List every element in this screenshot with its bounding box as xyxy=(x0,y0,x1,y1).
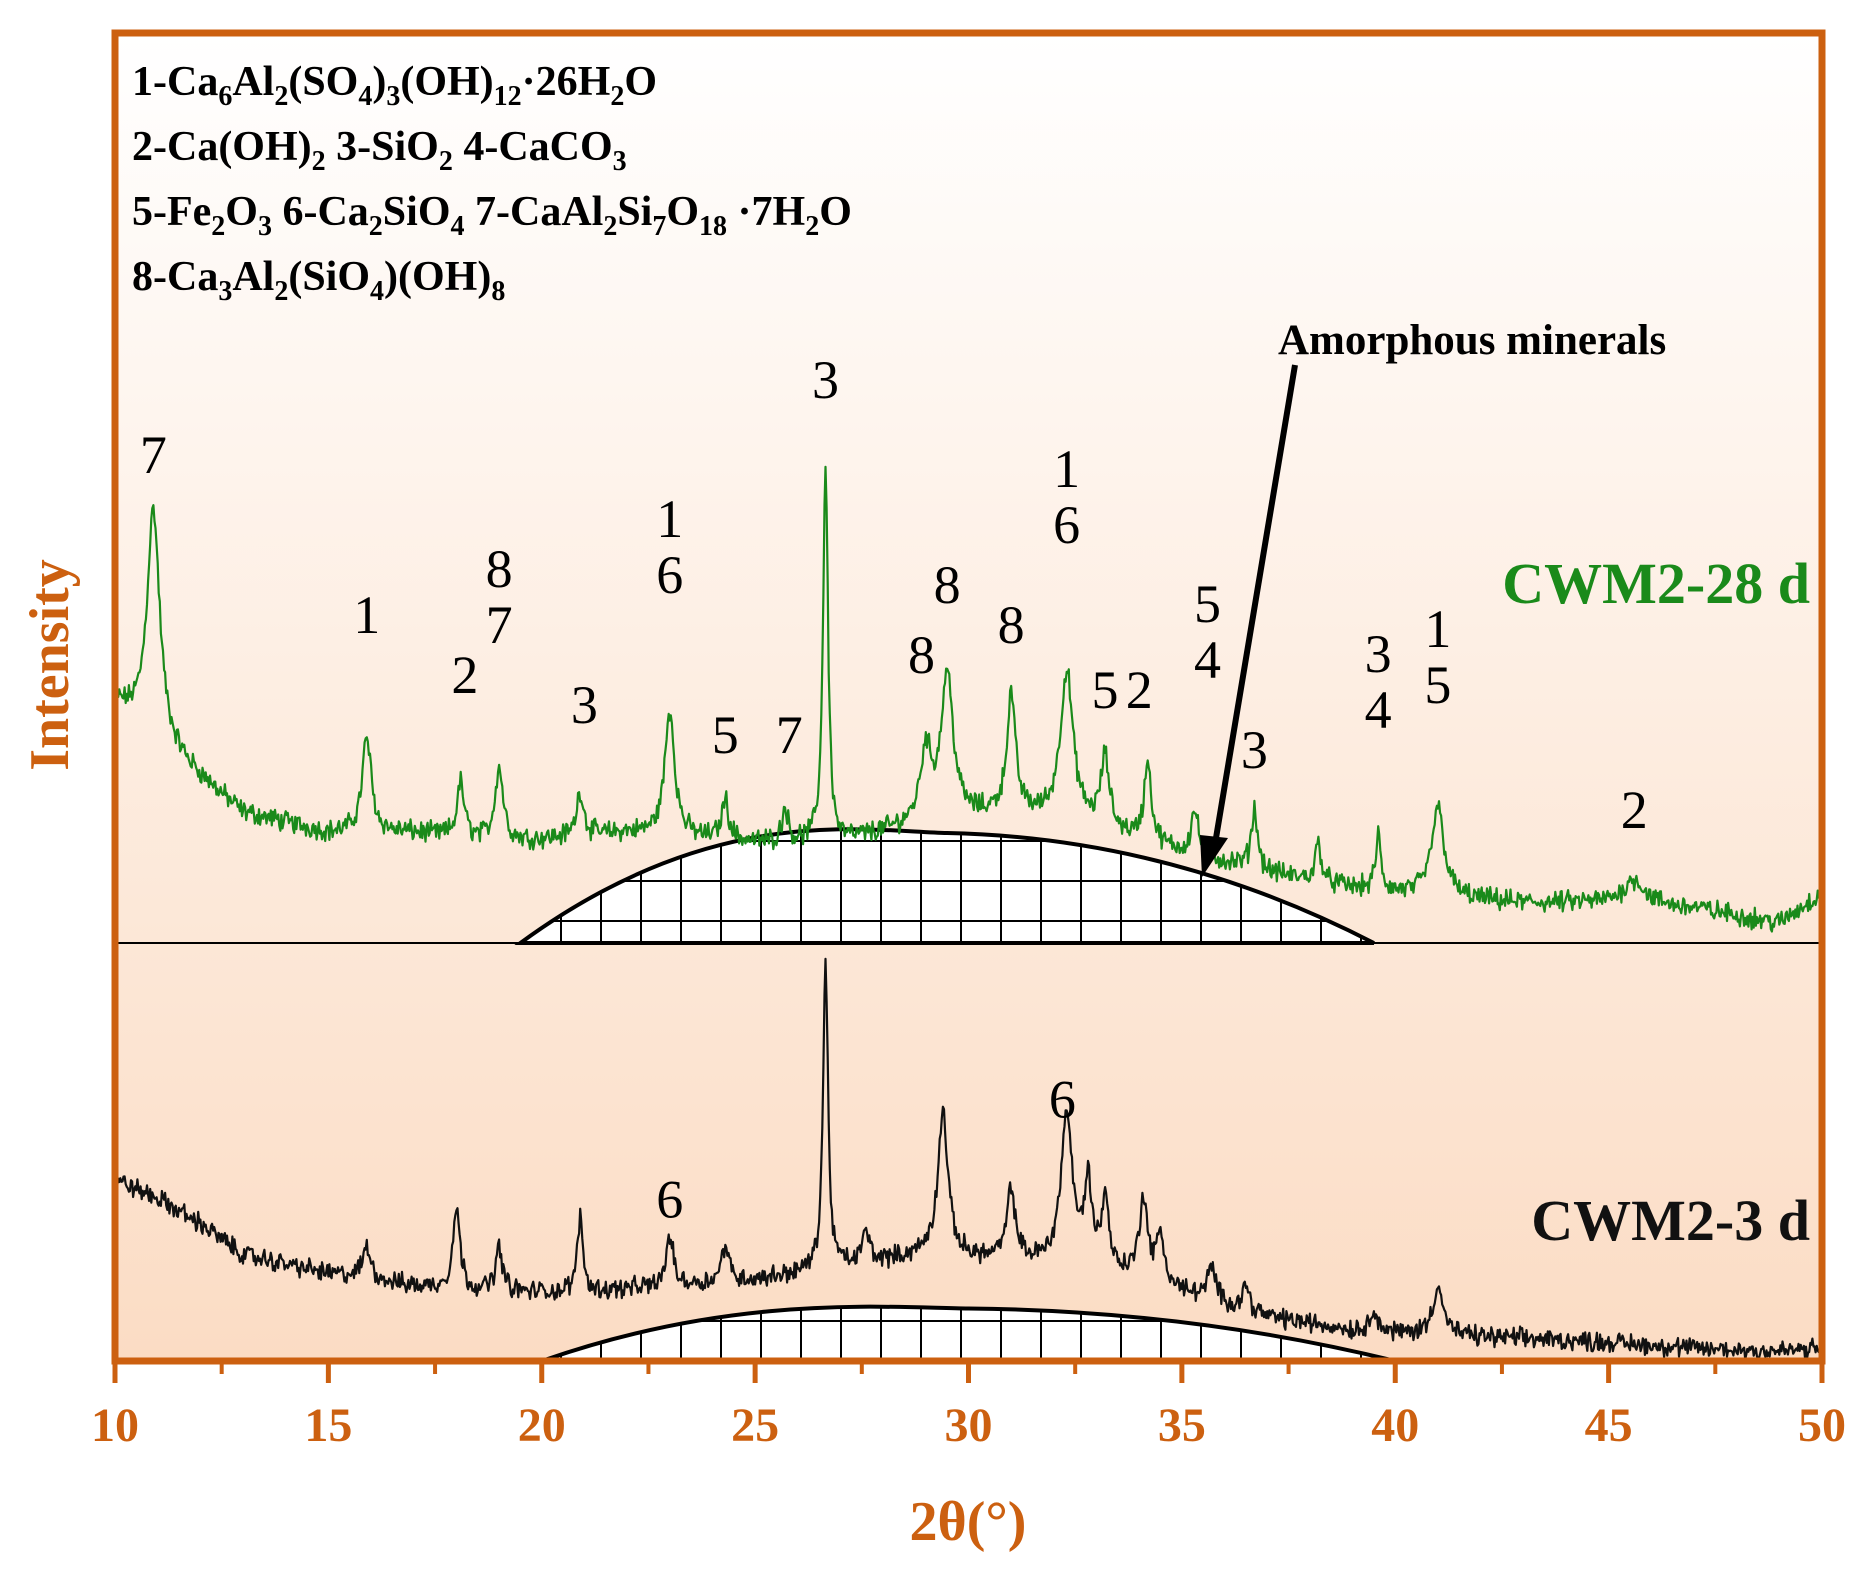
peak-label-text: 7 xyxy=(486,595,513,655)
x-tick-label: 20 xyxy=(518,1399,566,1452)
peak-label-28d: 3 xyxy=(571,675,598,735)
peak-label-text: 2 xyxy=(1621,780,1648,840)
series-label-3d: CWM2-3 d xyxy=(1531,1188,1810,1253)
peak-label-text: 3 xyxy=(812,350,839,410)
xrd-trace-3d xyxy=(115,957,1822,1361)
peak-label-text: 4 xyxy=(1194,630,1221,690)
peak-label-28d: 54 xyxy=(1194,574,1221,690)
peak-label-text: 5 xyxy=(1194,574,1221,634)
peak-label-text: 8 xyxy=(998,595,1025,655)
peak-label-28d: 3 xyxy=(1241,720,1268,780)
amorphous-annotation: Amorphous minerals xyxy=(1278,317,1666,364)
plot-background xyxy=(115,33,1822,1361)
peak-label-text: 8 xyxy=(934,555,961,615)
peak-label-28d: 2 xyxy=(1126,660,1153,720)
peak-label-3d: 6 xyxy=(1049,1069,1076,1129)
peak-label-text: 6 xyxy=(656,545,683,605)
peak-label-28d: 8 xyxy=(998,595,1025,655)
peak-label-text: 5 xyxy=(1092,660,1119,720)
peak-label-text: 3 xyxy=(571,675,598,735)
peak-label-text: 5 xyxy=(1424,655,1451,715)
peak-label-text: 5 xyxy=(712,705,739,765)
peak-label-28d: 15 xyxy=(1424,599,1451,715)
peak-label-text: 1 xyxy=(353,585,380,645)
peak-label-3d: 6 xyxy=(656,1169,683,1229)
peak-label-text: 7 xyxy=(776,705,803,765)
peak-label-text: 2 xyxy=(451,645,478,705)
legend-line: 5-Fe2O3 6-Ca2SiO4 7-CaAl2Si7O18 ·7H2O xyxy=(132,189,852,242)
series-label-28d: CWM2-28 d xyxy=(1502,551,1810,616)
peak-label-text: 1 xyxy=(1053,439,1080,499)
peak-label-28d: 5 xyxy=(1092,660,1119,720)
peak-label-28d: 16 xyxy=(1053,439,1080,555)
x-tick-label: 10 xyxy=(91,1399,139,1452)
peak-label-28d: 34 xyxy=(1365,624,1392,740)
amorphous-hump-28d xyxy=(514,827,1375,945)
x-tick-label: 25 xyxy=(731,1399,779,1452)
peak-label-text: 3 xyxy=(1365,624,1392,684)
peak-label-28d: 8 xyxy=(934,555,961,615)
peak-label-text: 3 xyxy=(1241,720,1268,780)
peak-label-28d: 2 xyxy=(451,645,478,705)
peak-label-28d: 7 xyxy=(776,705,803,765)
peak-label-text: 7 xyxy=(140,425,167,485)
phase-legend: 1-Ca6Al2(SO4)3(OH)12·26H2O 2-Ca(OH)2 3-Si… xyxy=(132,59,852,307)
peak-label-28d: 3 xyxy=(812,350,839,410)
legend-line: 8-Ca3Al2(SiO4)(OH)8 xyxy=(132,254,505,307)
y-axis-label: Intensity xyxy=(19,559,81,771)
amorphous-hump-3d xyxy=(541,1304,1396,1361)
legend-line: 2-Ca(OH)2 3-SiO2 4-CaCO3 xyxy=(132,124,627,177)
peak-label-28d: 16 xyxy=(656,489,683,605)
legend-line: 1-Ca6Al2(SO4)3(OH)12·26H2O xyxy=(132,59,657,112)
peak-label-28d: 7 xyxy=(140,425,167,485)
peak-label-text: 1 xyxy=(656,489,683,549)
peak-label-text: 2 xyxy=(1126,660,1153,720)
x-tick-label: 45 xyxy=(1585,1399,1633,1452)
peak-label-28d: 2 xyxy=(1621,780,1648,840)
x-tick-label: 40 xyxy=(1371,1399,1419,1452)
peak-label-text: 6 xyxy=(656,1169,683,1229)
peak-label-28d: 8 xyxy=(908,625,935,685)
peak-label-text: 6 xyxy=(1049,1069,1076,1129)
peak-label-28d: 87 xyxy=(486,539,513,655)
x-axis-label: 2θ(°) xyxy=(910,1491,1027,1553)
peak-label-28d: 1 xyxy=(353,585,380,645)
x-tick-label: 50 xyxy=(1798,1399,1846,1452)
x-tick-label: 35 xyxy=(1158,1399,1206,1452)
annotation-arrowhead xyxy=(1200,835,1228,877)
annotation-arrow-shaft xyxy=(1211,364,1298,851)
peak-label-text: 4 xyxy=(1365,680,1392,740)
peak-label-text: 6 xyxy=(1053,495,1080,555)
x-tick-label: 15 xyxy=(304,1399,352,1452)
peak-label-text: 1 xyxy=(1424,599,1451,659)
peak-label-text: 8 xyxy=(486,539,513,599)
peak-label-text: 8 xyxy=(908,625,935,685)
x-tick-label: 30 xyxy=(945,1399,993,1452)
xrd-trace-28d xyxy=(115,465,1822,933)
peak-label-28d: 5 xyxy=(712,705,739,765)
